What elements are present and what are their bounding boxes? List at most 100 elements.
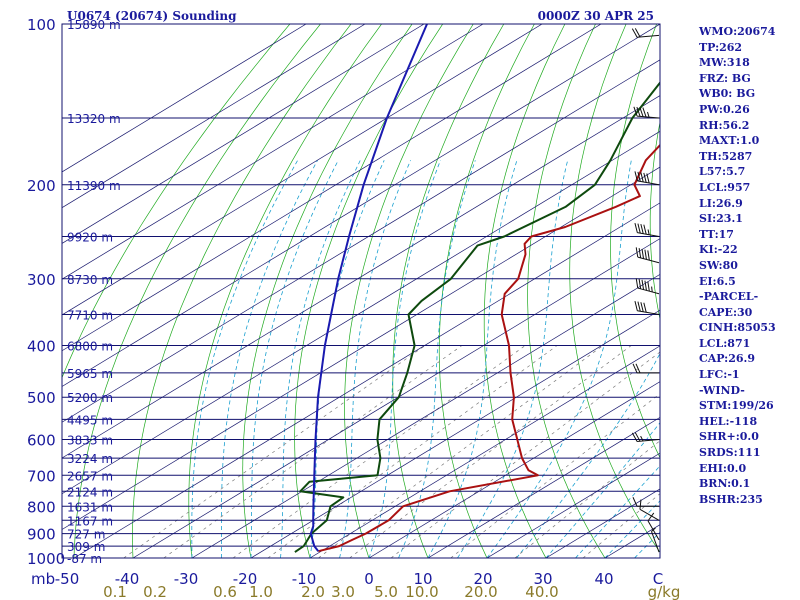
wind-barb-feather [646,173,650,184]
index-item: FRZ: BG [699,71,751,85]
height-label: 727 m [67,528,105,542]
moist-adiabat [280,160,361,558]
wind-barb [634,171,660,186]
wind-barb [632,363,659,374]
wind-barb-staff [637,310,660,316]
isotherm [62,24,602,352]
wind-barb-feather [634,301,638,311]
wind-barb-staff [637,287,660,295]
wind-barb-staff [651,531,660,553]
indices-panel: WMO:20674 TP:262 MW:318 FRZ: BG WB0: BG PW:0.… [699,24,776,507]
index-item: PW:0.26 [699,102,750,116]
wind-barb [639,499,660,521]
index-item: LCL:957 [699,180,751,194]
index-item: WB0: BG [699,87,756,101]
wind-barb-staff [637,115,660,119]
mixing-ratio-label: 5.0 [374,583,398,600]
temperature-tick-label: C [653,570,663,588]
height-label: 15890 m [67,18,121,32]
temperature-tick-label: 40 [594,570,613,588]
wind-barb-staff [637,439,660,442]
index-item: SI:23.1 [699,212,743,226]
pressure-tick-label: 600 [27,432,56,450]
moist-adiabat [191,160,299,558]
height-label: 5965 m [67,367,113,381]
index-item: HEL:-118 [699,414,758,428]
wind-barb-feather [643,302,647,313]
isotherm [62,166,660,530]
pressure-tick-label: 300 [27,271,56,289]
moist-adiabat [398,160,476,558]
temperature-tick-label: -50 [55,570,80,588]
index-item: SHR+:0.0 [699,430,759,444]
moist-adiabat [250,160,339,558]
wind-barb-feather [631,432,638,442]
height-label: -87 m [67,552,102,566]
wind-barb-layer [631,28,660,553]
index-item: KI:-22 [699,243,738,257]
wind-barb-feather [633,106,638,117]
index-item: BRN:0.1 [699,477,751,491]
isotherm [191,273,660,558]
wind-barb-feather [636,106,641,117]
chart-time: 0000Z 30 APR 25 [538,9,654,23]
height-label: 1631 m [67,500,113,514]
pressure-tick-label: 700 [27,467,56,485]
mixing-ratio-label: 0.1 [103,583,127,600]
isotherm [486,452,660,558]
height-label: 2657 m [67,469,113,483]
wind-barb [631,432,660,442]
index-item: SRDS:111 [699,446,761,460]
pressure-unit-label: mb [31,570,55,588]
wind-barb-feather [647,250,650,261]
wind-barb-half-feather [640,435,644,442]
index-item: WMO:20674 [699,25,776,38]
wind-barb-feather [647,281,650,292]
height-label: 3833 m [67,434,113,448]
isotherm [62,24,366,209]
pressure-tick-label: 500 [27,389,56,407]
moist-adiabat [220,160,318,558]
wind-barb-feather [643,172,647,183]
index-item: CINH:85053 [699,321,776,335]
pressure-tick-label: 1000 [27,550,65,568]
temperature-tick-label: -10 [292,570,317,588]
wind-barb [635,247,660,264]
plot-frame [61,23,661,559]
index-item: SW:80 [699,258,738,272]
height-label: 309 m [67,540,105,554]
wind-barb-feather [634,171,638,182]
wind-barb [651,527,660,553]
wind-barb-feather [644,280,647,291]
isotherm [62,24,543,316]
index-item: CAP:26.9 [699,352,756,366]
parcel-profile-line [309,24,428,552]
wind-barb-feather [635,363,641,374]
wind-barb-feather [638,279,642,289]
wind-barb-half-feather [647,111,650,118]
height-label: 9920 m [67,230,113,244]
wind-barb-feather [631,28,638,38]
height-label: 5200 m [67,391,113,405]
isotherm [62,24,660,387]
mixing-ratio-label: 0.6 [213,583,237,600]
wind-barb-feather [637,301,641,312]
temperature-tick-label: 10 [413,570,432,588]
wind-barb-staff [637,180,660,186]
height-label: 11390 m [67,179,121,193]
index-item: -WIND- [699,383,745,397]
index-item: -PARCEL- [699,290,759,304]
pressure-tick-label: 900 [27,526,56,544]
height-label: 8730 m [67,273,113,287]
height-label: 13320 m [67,112,121,126]
mixing-ratio-label: 40.0 [525,583,558,600]
temperature-profile-line [318,143,660,553]
index-item: MW:318 [699,56,750,70]
moist-adiabat [339,160,411,558]
temperature-tick-label: -40 [115,570,140,588]
isotherm [427,416,660,558]
wind-barb [633,106,660,119]
height-label: 3224 m [67,452,113,466]
wind-barb-feather [641,248,645,259]
